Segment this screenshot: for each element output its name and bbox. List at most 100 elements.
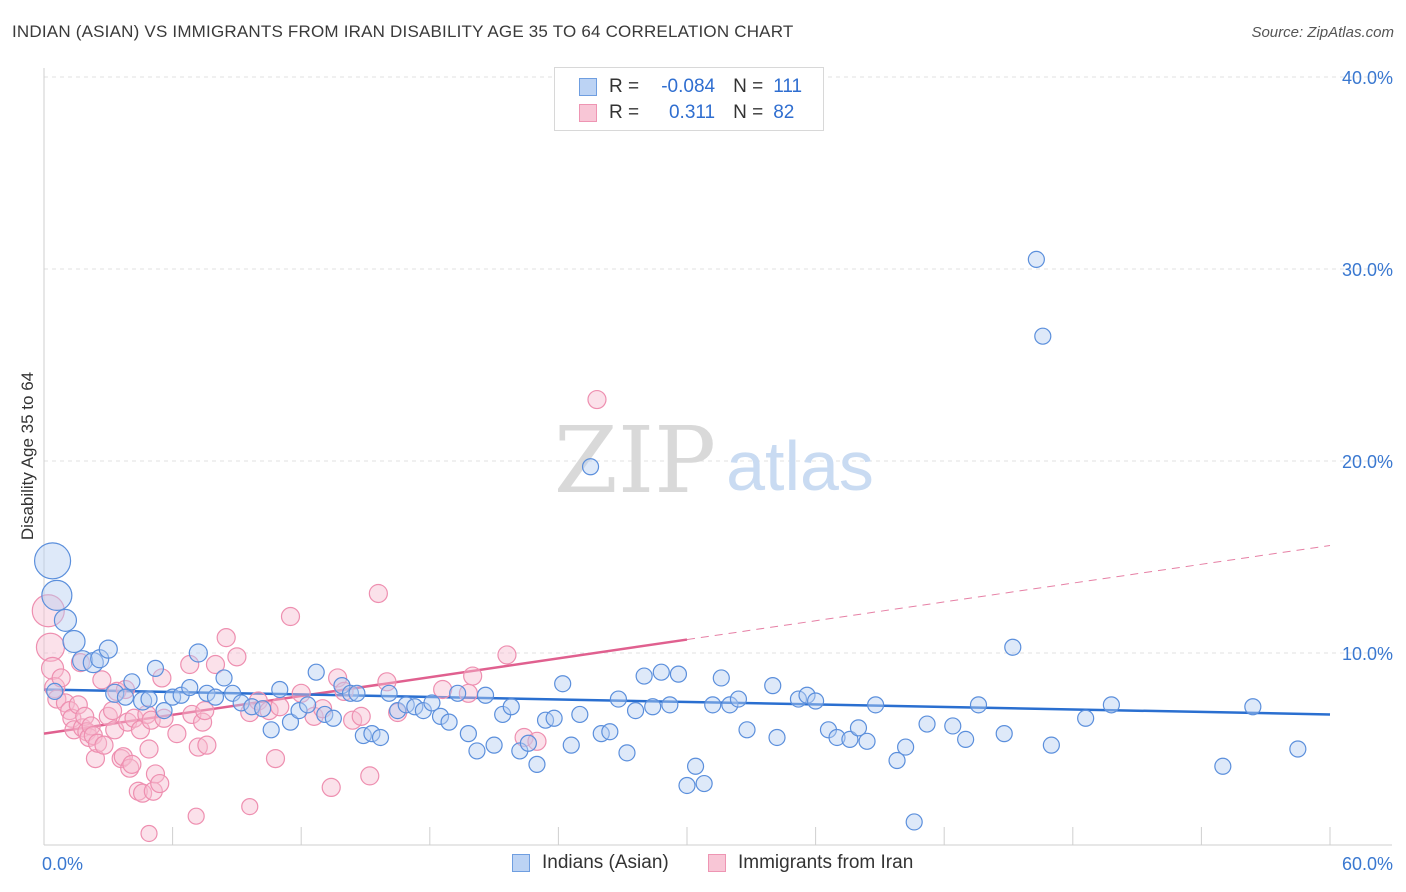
point-indians (571, 705, 589, 724)
legend-r-value: -0.084 (661, 76, 716, 97)
point-iran (587, 389, 607, 410)
point-iran (81, 716, 101, 736)
gridlines (44, 76, 1392, 654)
point-iran (497, 645, 517, 665)
x-tick-label: 0.0% (42, 854, 83, 874)
point-iran (334, 681, 354, 702)
point-indians (554, 675, 572, 693)
legend-r-label: R = (609, 102, 640, 123)
watermark-zip: ZIP (554, 407, 716, 514)
point-indians (1244, 698, 1262, 716)
point-indians (98, 639, 118, 659)
trend-line-indians (43, 688, 1331, 716)
point-indians (348, 684, 366, 702)
point-indians (1004, 638, 1022, 656)
point-iran (182, 704, 202, 725)
point-indians (1077, 709, 1095, 727)
point-indians (897, 738, 915, 756)
point-indians (316, 705, 334, 724)
point-indians (1027, 250, 1045, 268)
point-iran (241, 797, 259, 816)
point-iran (94, 735, 114, 755)
point-indians (271, 680, 289, 699)
point-iran (85, 748, 106, 769)
point-indians (449, 684, 467, 702)
point-indians (46, 682, 64, 701)
point-iran (31, 594, 65, 628)
tick-labels: 10.0% 20.0% 30.0% 40.0% 0.0% 60.0% (42, 68, 1393, 874)
point-indians (695, 774, 713, 793)
point-iran (227, 647, 247, 667)
point-iran (433, 679, 453, 700)
point-indians (712, 669, 730, 687)
point-indians (406, 698, 424, 716)
point-indians (944, 717, 962, 735)
point-indians (626, 701, 645, 720)
x-tick-label: 60.0% (1342, 854, 1393, 874)
point-indians (440, 713, 458, 731)
point-indians (1034, 327, 1052, 345)
point-indians (431, 707, 450, 725)
legend-swatch-pink (579, 104, 597, 122)
point-indians (423, 694, 441, 712)
point-iran (68, 695, 88, 715)
point-indians (33, 542, 72, 580)
point-indians (324, 709, 342, 727)
point-iran (102, 700, 123, 721)
y-tick-label: 10.0% (1342, 644, 1393, 664)
point-iran (377, 672, 397, 692)
point-iran (368, 583, 388, 604)
point-iran (259, 700, 279, 721)
y-tick-label: 40.0% (1342, 68, 1393, 88)
point-iran (44, 676, 66, 699)
point-indians (71, 650, 94, 672)
point-indians (1214, 757, 1232, 775)
point-indians (181, 678, 199, 697)
point-indians (995, 725, 1013, 743)
legend-n-label: N = (733, 102, 764, 123)
point-indians (371, 728, 390, 747)
point-indians (764, 677, 782, 695)
point-iran (150, 773, 170, 794)
point-indians (132, 691, 153, 711)
axes (43, 68, 1392, 846)
point-indians (1289, 740, 1307, 758)
point-indians (652, 663, 670, 681)
chart-title: INDIAN (ASIAN) VS IMMIGRANTS FROM IRAN D… (12, 22, 794, 41)
point-iran (152, 668, 172, 688)
series-legend-label: Immigrants from Iran (738, 852, 914, 873)
point-indians (215, 669, 233, 687)
point-iran (205, 654, 226, 675)
point-indians (459, 725, 477, 743)
point-indians (363, 725, 381, 743)
legend-n-value: 111 (773, 76, 803, 97)
point-iran (321, 777, 341, 798)
point-indians (155, 701, 173, 720)
point-indians (299, 696, 317, 714)
point-iran (75, 706, 95, 726)
point-indians (957, 730, 975, 749)
point-indians (545, 709, 563, 727)
point-indians (281, 713, 300, 731)
point-indians (254, 700, 272, 718)
series-legend: Indians (Asian) Immigrants from Iran (0, 852, 1406, 878)
point-indians (704, 696, 722, 714)
series-legend-iran: Immigrants from Iran (708, 852, 913, 874)
point-indians (485, 736, 503, 754)
point-indians (661, 696, 679, 714)
point-indians (380, 684, 398, 702)
point-iran (139, 739, 159, 759)
point-indians (768, 728, 786, 747)
point-indians (828, 728, 846, 747)
point-indians (53, 608, 78, 632)
point-indians (841, 730, 859, 749)
point-indians (140, 690, 158, 708)
point-indians (678, 776, 696, 795)
point-indians (918, 715, 936, 733)
legend-row-indians: R = -0.084 N = 111 (579, 75, 802, 99)
series-legend-label: Indians (Asian) (542, 852, 669, 873)
point-indians (243, 698, 261, 716)
trend-line-solid (43, 688, 1331, 716)
point-indians (232, 694, 250, 712)
